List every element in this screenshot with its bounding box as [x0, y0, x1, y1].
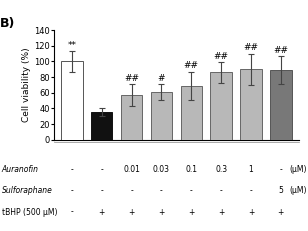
Text: ##: ##: [244, 43, 258, 52]
Text: B): B): [0, 17, 15, 30]
Text: +: +: [158, 208, 164, 216]
Text: ##: ##: [214, 52, 229, 61]
Bar: [61, 61, 83, 140]
Text: 0.1: 0.1: [185, 165, 197, 174]
Text: -: -: [100, 186, 103, 195]
Text: tBHP (500 μM): tBHP (500 μM): [2, 208, 57, 216]
Y-axis label: Cell viability (%): Cell viability (%): [22, 48, 31, 122]
Text: 0.03: 0.03: [153, 165, 170, 174]
Text: (μM): (μM): [289, 186, 306, 195]
Text: 1: 1: [249, 165, 253, 174]
Text: Sulforaphane: Sulforaphane: [2, 186, 52, 195]
Text: (μM): (μM): [289, 165, 306, 174]
Text: -: -: [130, 186, 133, 195]
Bar: [270, 70, 292, 140]
Text: 5: 5: [278, 186, 283, 195]
Text: -: -: [249, 186, 252, 195]
Text: ##: ##: [273, 46, 288, 55]
Bar: [151, 92, 172, 140]
Text: +: +: [99, 208, 105, 216]
Text: +: +: [128, 208, 135, 216]
Text: -: -: [160, 186, 163, 195]
Text: Auranofin: Auranofin: [2, 165, 38, 174]
Text: #: #: [158, 74, 165, 83]
Bar: [121, 95, 142, 140]
Text: **: **: [67, 41, 76, 50]
Text: ##: ##: [124, 74, 139, 83]
Text: +: +: [278, 208, 284, 216]
Bar: [210, 72, 232, 140]
Bar: [240, 69, 262, 140]
Text: ##: ##: [184, 61, 199, 70]
Text: 0.3: 0.3: [215, 165, 227, 174]
Text: 0.01: 0.01: [123, 165, 140, 174]
Text: -: -: [71, 165, 73, 174]
Text: -: -: [71, 208, 73, 216]
Text: -: -: [190, 186, 192, 195]
Bar: [180, 86, 202, 140]
Text: -: -: [279, 165, 282, 174]
Text: +: +: [188, 208, 194, 216]
Text: -: -: [71, 186, 73, 195]
Text: -: -: [100, 165, 103, 174]
Text: +: +: [248, 208, 254, 216]
Text: -: -: [220, 186, 222, 195]
Text: +: +: [218, 208, 224, 216]
Bar: [91, 112, 112, 140]
